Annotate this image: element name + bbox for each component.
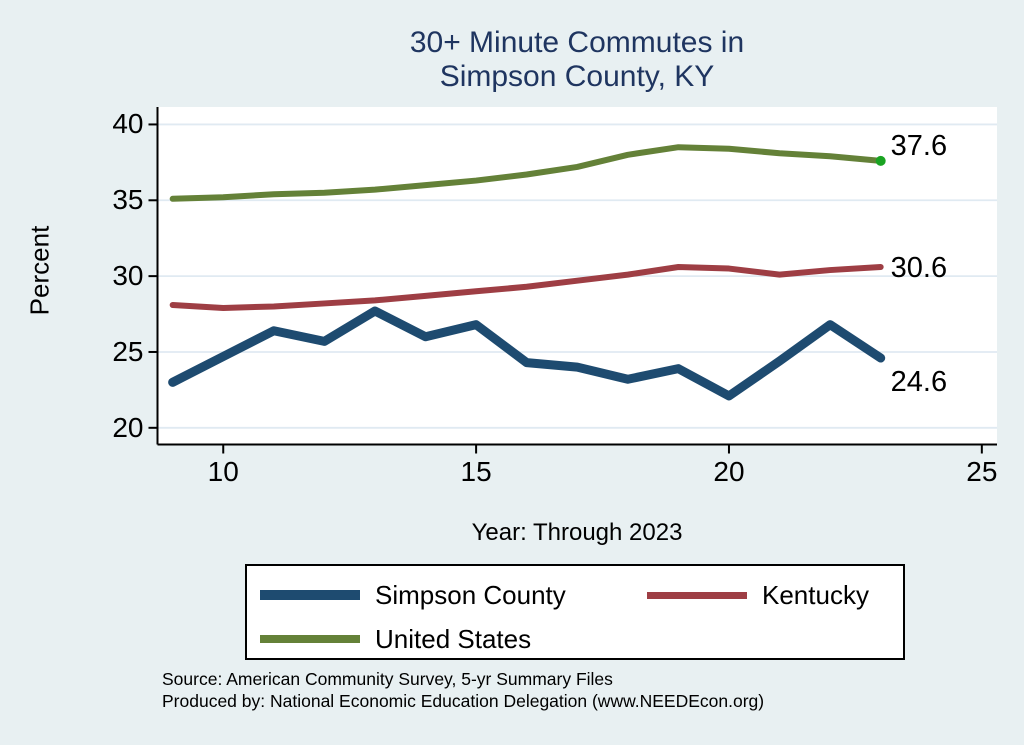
caption-produced-by: Produced by: National Economic Education… — [162, 690, 765, 711]
caption: Source: American Community Survey, 5-yr … — [162, 669, 764, 712]
x-tick-label-25: 25 — [966, 455, 998, 487]
kentucky-line — [169, 264, 884, 311]
y-tick-label-35: 35 — [112, 184, 144, 216]
y-tick-label-25: 25 — [112, 335, 144, 367]
x-tick-label-10: 10 — [207, 455, 239, 487]
x-tick-label-15: 15 — [460, 455, 492, 487]
legend-item-united-states: United States — [260, 621, 531, 657]
legend-item-kentucky: Kentucky — [647, 577, 869, 613]
legend-item-simpson-county: Simpson County — [260, 577, 566, 613]
united-states-line-swatch — [260, 635, 360, 643]
legend-label-simpson-county: Simpson County — [375, 580, 566, 610]
simpson-county-line-swatch — [260, 590, 360, 600]
chart-title-line1: 30+ Minute Commutes in — [409, 26, 745, 59]
end-label-simpson-county: 24.6 — [890, 366, 948, 399]
y-tick-label-20: 20 — [112, 411, 144, 443]
end-label-united-states: 37.6 — [890, 129, 948, 162]
x-tick-label-20: 20 — [713, 455, 745, 487]
united-states-line — [169, 144, 884, 202]
y-tick-label-40: 40 — [112, 108, 144, 140]
y-axis-title: Percent — [24, 225, 55, 316]
chart-title-line2: Simpson County, KY — [439, 60, 715, 93]
legend: Simpson County Kentucky United States — [245, 564, 905, 660]
legend-label-kentucky: Kentucky — [762, 580, 869, 610]
kentucky-line-swatch — [647, 591, 747, 599]
end-label-kentucky: 30.6 — [890, 252, 948, 285]
y-tick-label-30: 30 — [112, 260, 144, 292]
x-axis-title: Year: Through 2023 — [471, 519, 683, 546]
chart-title: 30+ Minute Commutes in Simpson County, K… — [157, 26, 997, 94]
legend-label-united-states: United States — [375, 624, 532, 654]
simpson-county-line — [168, 306, 886, 401]
caption-source: Source: American Community Survey, 5-yr … — [162, 669, 613, 689]
united-states-end-marker — [875, 155, 886, 166]
